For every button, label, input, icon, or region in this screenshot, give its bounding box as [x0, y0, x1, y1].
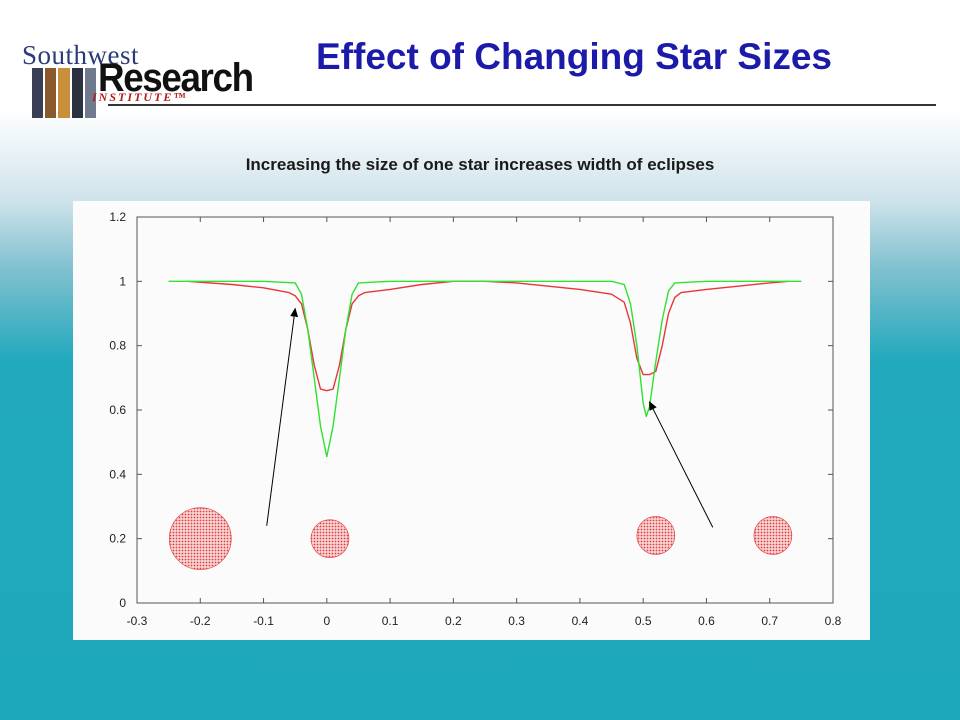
x-tick-label: -0.3 [127, 614, 148, 628]
logo-line2: Research [98, 56, 254, 100]
annotation-arrow-1 [266, 307, 299, 526]
x-tick-label: -0.1 [253, 614, 274, 628]
x-tick-label: 0.2 [445, 614, 462, 628]
y-tick-label: 0.4 [109, 467, 126, 481]
plot-frame [136, 216, 834, 604]
x-tick-label: 0 [323, 614, 330, 628]
logo-line3: INSTITUTE™ [92, 90, 188, 104]
x-tick-label: -0.2 [190, 614, 211, 628]
logo-photo-strip [32, 68, 97, 118]
x-tick-label: 0.8 [825, 614, 842, 628]
x-tick-label: 0.3 [508, 614, 525, 628]
title-divider [108, 104, 936, 106]
y-tick-label: 0.8 [109, 339, 126, 353]
x-tick-label: 0.4 [572, 614, 589, 628]
annotation-arrow-2 [649, 401, 714, 528]
x-tick-label: 0.7 [761, 614, 778, 628]
series-line-2 [168, 280, 802, 458]
y-tick-label: 0.6 [109, 403, 126, 417]
logo: Southwest Research INSTITUTE™ [20, 40, 270, 120]
logo-line1: Southwest [22, 40, 140, 70]
light-curve-chart: -0.3 -0.2 -0.1 0 0.1 0.2 0.3 0.4 0.5 0.6 0.7 0.8 0 0.… [109, 210, 842, 628]
star-small [310, 519, 350, 558]
y-tick-label: 1.2 [109, 210, 126, 224]
x-tick-label: 0.6 [698, 614, 715, 628]
chart-container: -0.3 -0.2 -0.1 0 0.1 0.2 0.3 0.4 0.5 0.6 0.7 0.8 0 0.… [73, 201, 870, 640]
x-tick-label: 0.5 [635, 614, 652, 628]
page-title: Effect of Changing Star Sizes [316, 36, 833, 77]
page-subtitle: Increasing the size of one star increase… [245, 155, 715, 174]
star-small [636, 516, 676, 555]
star-large [168, 507, 232, 570]
y-tick-label: 1 [119, 274, 126, 288]
y-tick-label: 0.2 [109, 532, 126, 546]
series-line-1 [187, 280, 789, 392]
star-small [753, 516, 793, 555]
x-tick-label: 0.1 [382, 614, 399, 628]
y-tick-label: 0 [119, 596, 126, 610]
